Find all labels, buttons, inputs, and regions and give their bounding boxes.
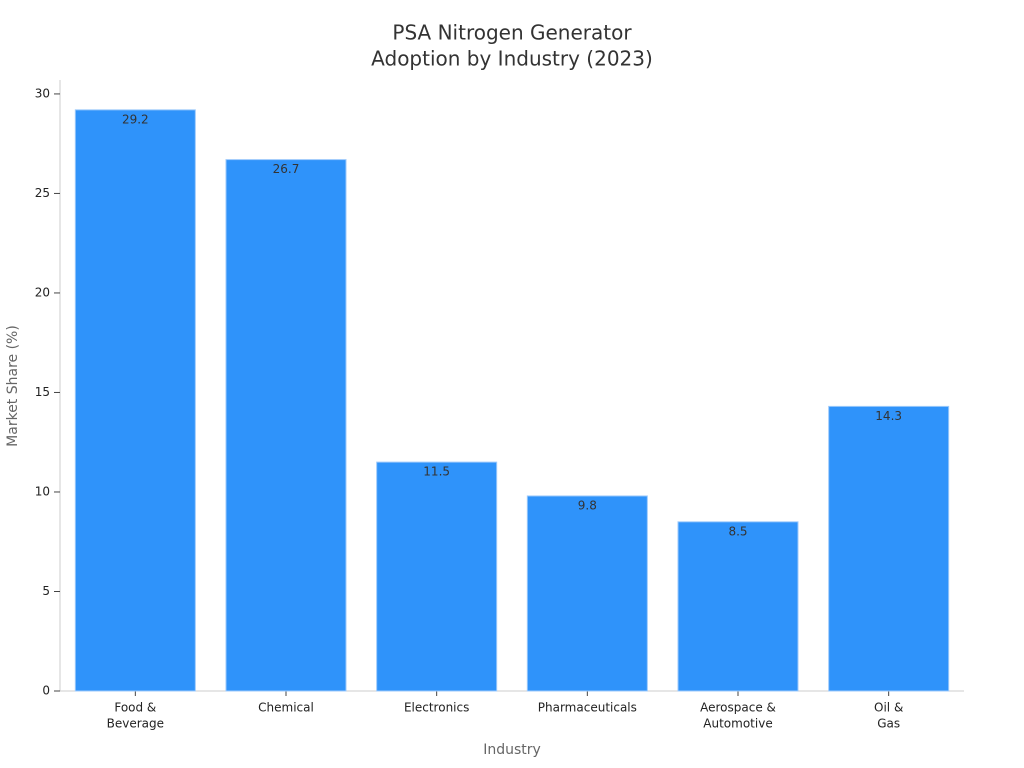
value-label: 14.3 — [875, 409, 902, 423]
x-axis-label: Industry — [483, 742, 541, 758]
y-tick-label: 5 — [42, 584, 50, 598]
x-tick-label: Electronics — [404, 701, 469, 715]
x-tick-label: Automotive — [703, 717, 772, 731]
value-label: 26.7 — [273, 162, 300, 176]
y-tick-label: 20 — [35, 285, 50, 299]
chart-title: PSA Nitrogen Generator — [392, 21, 632, 45]
x-tick-label: Oil & — [874, 701, 903, 715]
bar — [376, 461, 498, 692]
bar — [526, 495, 648, 692]
y-tick-label: 10 — [35, 484, 50, 498]
x-tick-label: Pharmaceuticals — [538, 701, 637, 715]
bar — [828, 405, 950, 692]
y-tick-label: 30 — [35, 86, 50, 100]
x-tick-label: Beverage — [107, 717, 164, 731]
value-label: 29.2 — [122, 112, 149, 126]
value-label: 8.5 — [728, 524, 747, 538]
y-tick-label: 25 — [35, 186, 50, 200]
value-label: 9.8 — [578, 498, 597, 512]
y-tick-label: 0 — [42, 684, 50, 698]
bar — [74, 109, 196, 692]
y-tick-label: 15 — [35, 385, 50, 399]
x-tick-label: Gas — [877, 717, 900, 731]
y-axis-label: Market Share (%) — [5, 325, 21, 447]
x-tick-label: Aerospace & — [700, 701, 776, 715]
chart-title: Adoption by Industry (2023) — [371, 47, 653, 71]
value-label: 11.5 — [423, 465, 450, 479]
bar — [225, 159, 347, 692]
x-tick-label: Food & — [114, 701, 156, 715]
x-tick-label: Chemical — [258, 701, 314, 715]
bar — [677, 521, 799, 692]
